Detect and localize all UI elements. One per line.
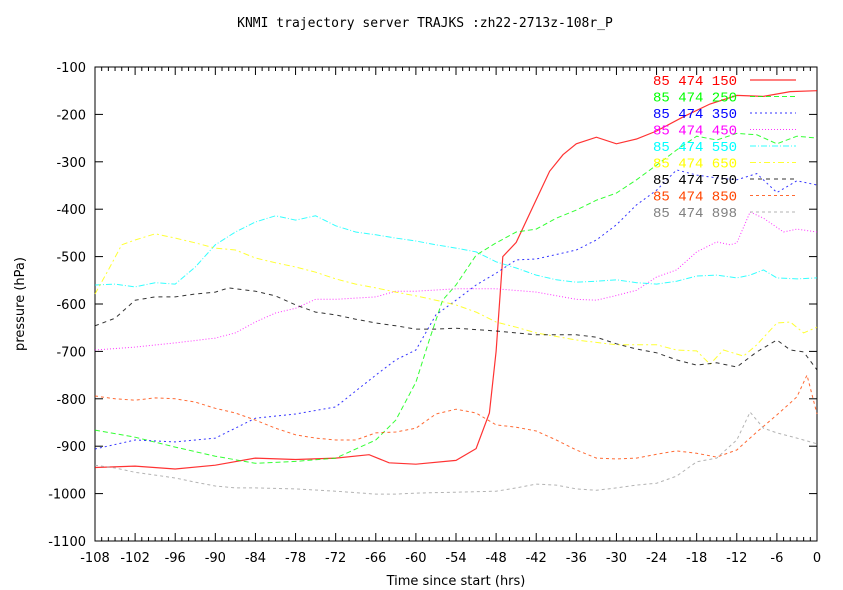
- y-tick-label: -1100: [48, 535, 86, 550]
- y-tick-label: -800: [56, 393, 86, 408]
- y-tick-label: -600: [56, 298, 86, 313]
- x-tick-label: -18: [686, 551, 707, 566]
- x-tick-label: -72: [325, 551, 346, 566]
- series-line-4: [94, 211, 818, 351]
- x-tick-label: -42: [526, 551, 547, 566]
- x-tick-label: -6: [770, 551, 783, 566]
- x-axis-label: Time since start (hrs): [386, 574, 526, 589]
- legend-label: 85 474 898: [653, 206, 737, 222]
- legend-label: 85 474 650: [653, 157, 737, 173]
- legend-label: 85 474 250: [653, 91, 737, 107]
- x-tick-label: -96: [165, 551, 186, 566]
- x-tick-label: -12: [726, 551, 747, 566]
- y-tick-label: -500: [56, 251, 86, 266]
- x-tick-label: -84: [245, 551, 266, 566]
- y-tick-label: -900: [56, 440, 86, 455]
- chart-title: KNMI trajectory server TRAJKS :zh22-2713…: [237, 16, 613, 31]
- x-tick-label: -54: [445, 551, 466, 566]
- y-tick-label: -300: [56, 156, 86, 171]
- y-tick-label: -200: [56, 108, 86, 123]
- y-axis-label: pressure (hPa): [13, 257, 28, 351]
- series-lines: [94, 90, 818, 495]
- x-tick-label: 0: [813, 551, 821, 566]
- x-tick-label: -78: [285, 551, 306, 566]
- x-tick-label: -24: [646, 551, 667, 566]
- series-line-7: [94, 287, 818, 371]
- y-tick-label: -700: [56, 345, 86, 360]
- x-tick-label: -60: [405, 551, 426, 566]
- x-tick-label: -90: [205, 551, 226, 566]
- x-tick-label: -102: [120, 551, 150, 566]
- legend-label: 85 474 550: [653, 140, 737, 156]
- series-line-8: [94, 373, 818, 460]
- x-tick-label: -36: [566, 551, 587, 566]
- series-line-1: [94, 90, 818, 470]
- y-tick-label: -400: [56, 203, 86, 218]
- x-tick-label: -48: [485, 551, 506, 566]
- legend-label: 85 474 850: [653, 190, 737, 206]
- series-line-6: [94, 233, 818, 365]
- x-tick-label: -30: [606, 551, 627, 566]
- x-tick-label: -108: [80, 551, 110, 566]
- y-tick-label: -1000: [48, 488, 86, 503]
- legend-label: 85 474 750: [653, 173, 737, 189]
- legend-label: 85 474 350: [653, 107, 737, 123]
- axes: -108 -102 -96 -90 -84 -78 -72 -66 -60 -54 -48 -42 -3…: [48, 61, 821, 566]
- series-line-5: [94, 215, 818, 288]
- series-line-2: [94, 132, 818, 464]
- y-tick-label: -100: [56, 61, 86, 76]
- legend-label: 85 474 150: [653, 74, 737, 90]
- series-line-9: [94, 411, 818, 495]
- legend-label: 85 474 450: [653, 124, 737, 140]
- x-tick-label: -66: [365, 551, 386, 566]
